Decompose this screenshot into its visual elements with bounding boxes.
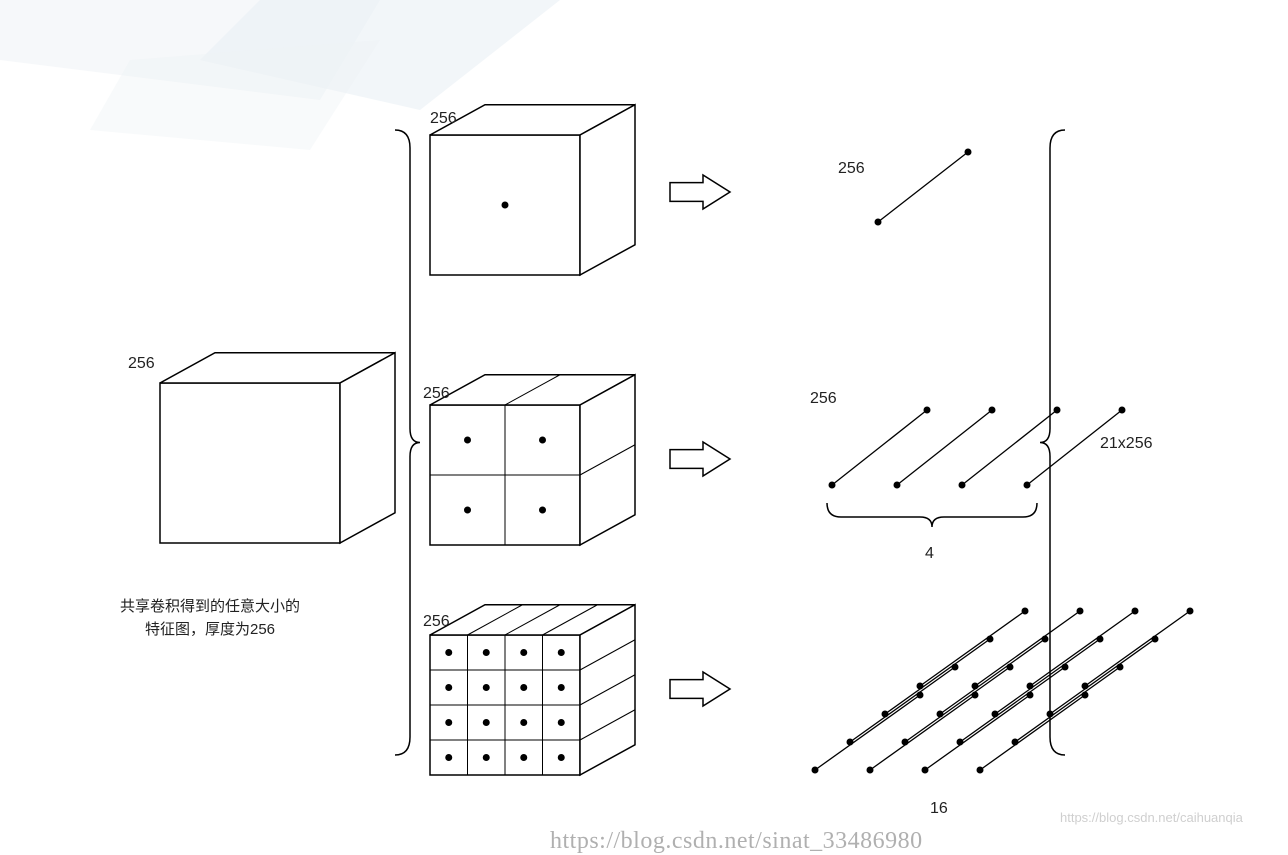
diagram xyxy=(0,0,1288,850)
row1-cube-label: 256 xyxy=(430,110,457,128)
row1-vector-label: 256 xyxy=(838,160,865,178)
watermark-main: https://blog.csdn.net/sinat_33486980 xyxy=(550,828,923,855)
right-brace-label: 21x256 xyxy=(1100,435,1153,453)
input-cube-label: 256 xyxy=(128,355,155,373)
caption-line1: 共享卷积得到的任意大小的 xyxy=(120,598,300,615)
row2-count-label: 4 xyxy=(925,545,934,563)
row2-vector-label: 256 xyxy=(810,390,837,408)
row3-cube-label: 256 xyxy=(423,613,450,631)
caption-line2: 特征图，厚度为256 xyxy=(145,621,275,638)
row3-count-label: 16 xyxy=(930,800,948,818)
input-cube-caption: 共享卷积得到的任意大小的 特征图，厚度为256 xyxy=(80,596,340,641)
row2-cube-label: 256 xyxy=(423,385,450,403)
watermark-small: https://blog.csdn.net/caihuanqia xyxy=(1060,810,1243,825)
